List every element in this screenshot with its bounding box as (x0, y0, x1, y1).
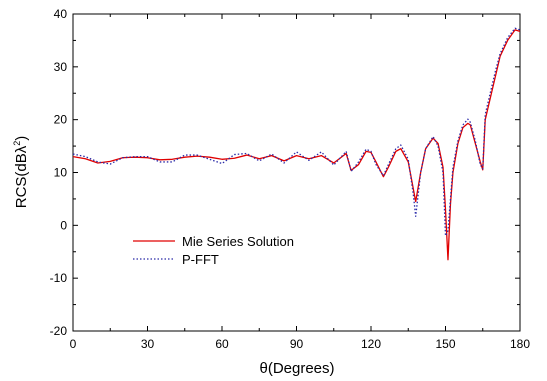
axis-ticks (72, 13, 521, 332)
x-axis-title: θ(Degrees) (259, 360, 334, 377)
series-line-pfft (72, 27, 521, 237)
legend-label-mie: Mie Series Solution (182, 234, 294, 249)
x-tick-label: 150 (435, 337, 455, 351)
x-tick-label: 90 (290, 337, 304, 351)
y-tick-label: 10 (54, 166, 68, 180)
x-tick-label: 0 (70, 337, 77, 351)
y-tick-label: -20 (50, 324, 68, 338)
y-tick-label: 40 (54, 7, 68, 21)
legend-label-pfft: P-FFT (182, 252, 219, 267)
x-tick-label: 30 (141, 337, 155, 351)
series-line-mie (72, 29, 521, 261)
legend: Mie Series Solution P-FFT (133, 234, 294, 267)
y-axis-title: RCS(dBλ2) (12, 136, 30, 209)
y-tick-label: -10 (50, 271, 68, 285)
series-layer (72, 27, 521, 261)
x-tick-label: 120 (361, 337, 381, 351)
y-tick-label: 0 (60, 218, 67, 232)
tick-labels: 0 30 60 90 120 150 180 -20 -10 0 10 20 30 40 (50, 7, 531, 351)
x-tick-label: 180 (510, 337, 530, 351)
x-tick-label: 60 (215, 337, 229, 351)
y-tick-label: 30 (54, 60, 68, 74)
y-tick-label: 20 (54, 113, 68, 127)
